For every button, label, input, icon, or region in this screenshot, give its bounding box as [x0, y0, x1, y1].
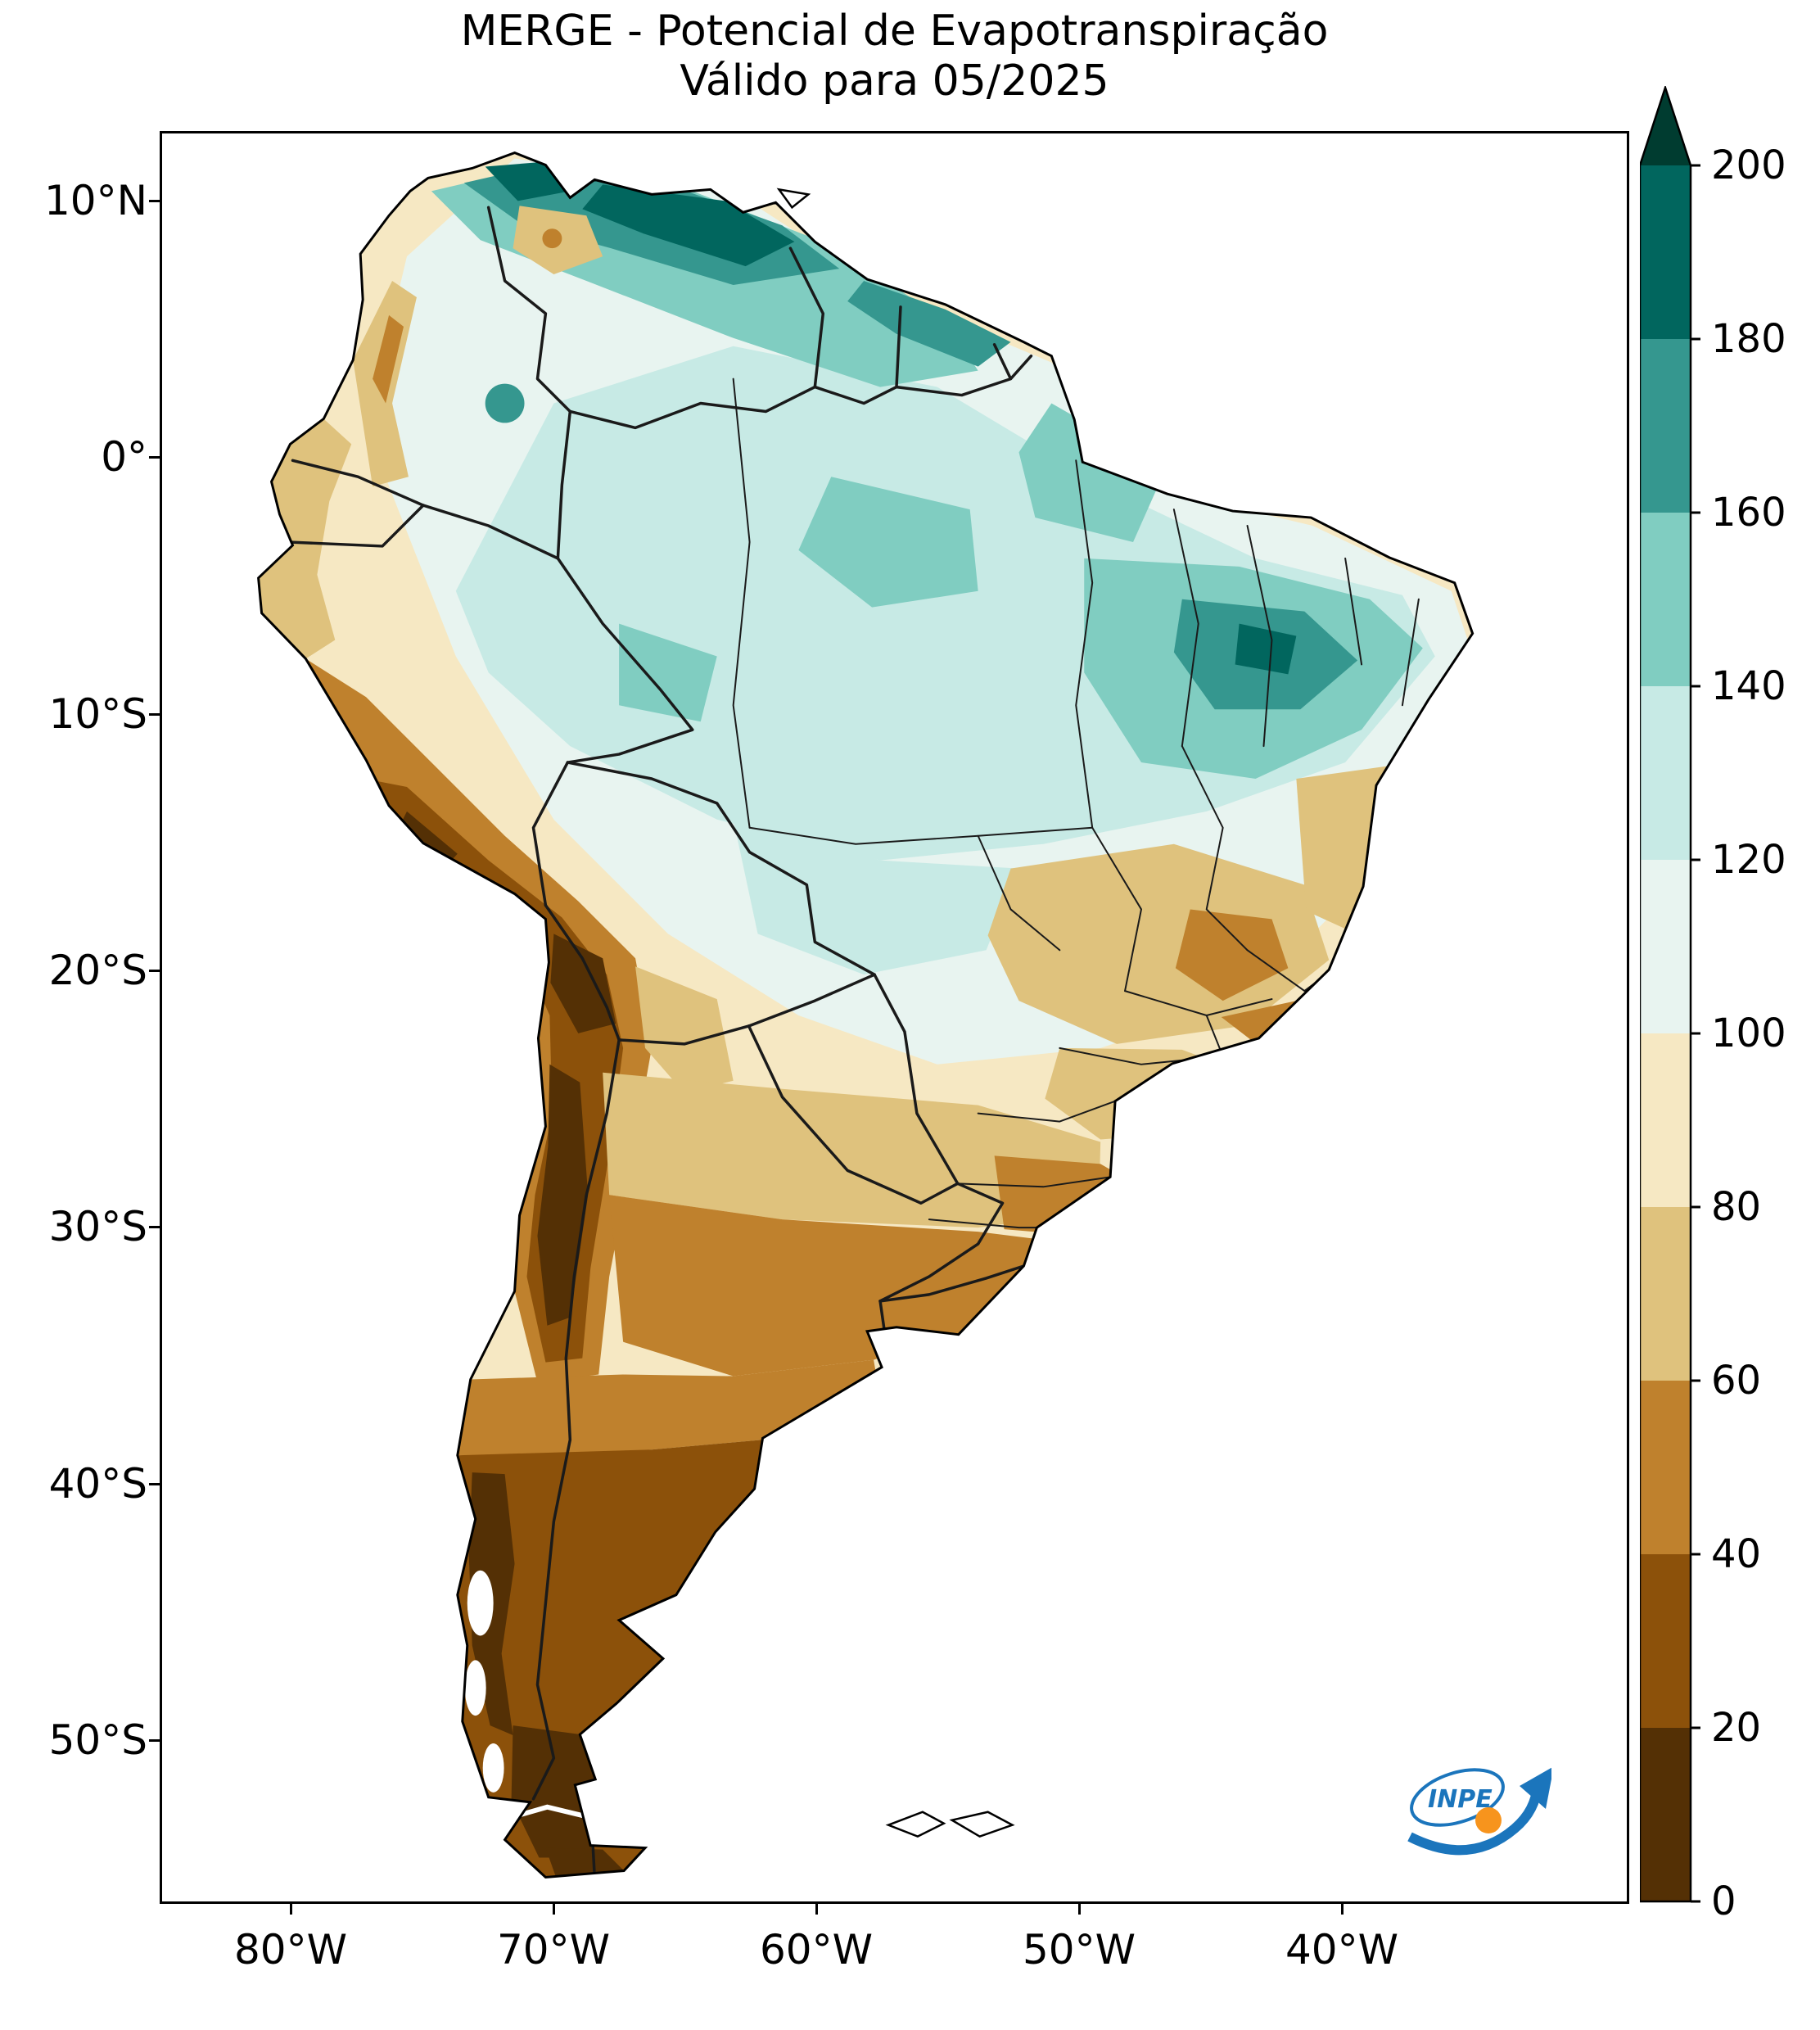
- choropleth-region: [373, 314, 404, 404]
- colorbar-segment: [1640, 339, 1691, 513]
- colorbar-tick-label: 0: [1711, 1879, 1736, 1924]
- colorbar-tick-label: 20: [1711, 1705, 1762, 1751]
- choropleth-region: [545, 1847, 625, 1876]
- island-outline: [885, 1811, 946, 1838]
- lat-tick-mark: [149, 1483, 160, 1485]
- choropleth-region: [542, 228, 562, 249]
- colorbar-tick-label: 140: [1711, 663, 1786, 709]
- colorbar-segment: [1640, 513, 1691, 686]
- lat-tick-mark: [149, 970, 160, 972]
- lon-tick-mark: [1078, 1904, 1081, 1915]
- lat-tick-label: 10°S: [48, 690, 147, 738]
- colorbar-tick-label: 160: [1711, 490, 1786, 536]
- south-america-map: [257, 151, 1475, 1879]
- lon-tick-mark: [290, 1904, 292, 1915]
- choropleth-region: [582, 184, 795, 267]
- colorbar-tick-label: 40: [1711, 1531, 1762, 1577]
- lat-tick-mark: [149, 456, 160, 459]
- title-line1: MERGE - Potencial de Evapotranspiração: [460, 7, 1329, 56]
- choropleth-region: [485, 161, 571, 201]
- logo-text: INPE: [1428, 1785, 1493, 1814]
- inpe-logo: INPE: [1407, 1767, 1551, 1856]
- lon-tick-mark: [815, 1904, 818, 1915]
- choropleth-layers: [258, 152, 1473, 1878]
- colorbar-segment: [1640, 165, 1691, 339]
- colorbar-segment: [1640, 1033, 1691, 1207]
- logo-orange-dot: [1475, 1807, 1502, 1833]
- colorbar-segment: [1640, 1381, 1691, 1554]
- colorbar-tick-label: 80: [1711, 1184, 1762, 1230]
- colorbar-segment: [1640, 1554, 1691, 1728]
- colorbar-tick-label: 120: [1711, 837, 1786, 883]
- colorbar-tick-label: 100: [1711, 1010, 1786, 1056]
- choropleth-region: [485, 383, 525, 423]
- colorbar-segment: [1640, 860, 1691, 1033]
- choropleth-region: [798, 477, 978, 608]
- lat-tick-mark: [149, 1226, 160, 1228]
- lon-tick-label: 40°W: [1285, 1926, 1399, 1973]
- no-data-patch: [467, 1570, 494, 1636]
- lon-tick-mark: [1341, 1904, 1344, 1915]
- choropleth-region: [994, 1155, 1158, 1238]
- lat-tick-label: 0°: [101, 433, 147, 481]
- lon-tick-label: 60°W: [759, 1926, 874, 1973]
- island-outline: [776, 188, 811, 210]
- lon-tick-label: 80°W: [233, 1926, 348, 1973]
- colorbar-tick-label: 200: [1711, 142, 1786, 188]
- colorbar-outline: [1640, 86, 1692, 1903]
- colorbar: [1640, 86, 1700, 1903]
- colorbar-segment: [1640, 1207, 1691, 1381]
- country-borders: [287, 206, 1033, 1878]
- coastline: [257, 151, 1475, 1879]
- choropleth-region: [1175, 909, 1289, 1001]
- state-borders: [732, 378, 1420, 1229]
- no-data-patch: [464, 1660, 486, 1716]
- island-outline: [949, 1811, 1015, 1838]
- colorbar-segment: [1640, 686, 1691, 860]
- logo-swoosh-ellipse: [1410, 1768, 1505, 1827]
- colorbar-extend-arrow: [1640, 88, 1691, 165]
- choropleth-region: [1018, 403, 1166, 542]
- lat-tick-label: 40°S: [48, 1460, 147, 1508]
- lat-tick-mark: [149, 200, 160, 202]
- choropleth-region: [1235, 623, 1297, 675]
- figure-title: MERGE - Potencial de Evapotranspiração V…: [160, 7, 1629, 107]
- choropleth-region: [609, 1195, 1077, 1377]
- choropleth-region: [258, 418, 352, 659]
- lon-tick-label: 50°W: [1022, 1926, 1136, 1973]
- choropleth-region: [635, 966, 734, 1093]
- choropleth-region: [987, 843, 1330, 1044]
- lon-tick-label: 70°W: [496, 1926, 611, 1973]
- colorbar-ticks: [1691, 164, 1700, 1903]
- lat-tick-label: 30°S: [48, 1203, 147, 1250]
- colorbar-segment: [1640, 1728, 1691, 1901]
- lat-tick-label: 20°S: [48, 947, 147, 994]
- colorbar-tick-label: 60: [1711, 1358, 1762, 1404]
- no-data-patch: [482, 1743, 504, 1793]
- colorbar-tick-label: 180: [1711, 316, 1786, 362]
- choropleth-region: [847, 281, 1011, 367]
- map-frame: [160, 131, 1629, 1904]
- logo-arrow-curve: [1407, 1784, 1542, 1856]
- choropleth-region: [603, 1072, 1101, 1228]
- lat-tick-mark: [149, 713, 160, 716]
- lat-tick-mark: [149, 1739, 160, 1742]
- title-line2: Válido para 05/2025: [680, 57, 1109, 106]
- choropleth-region: [733, 819, 1019, 975]
- lat-tick-label: 10°N: [43, 177, 147, 224]
- lat-tick-label: 50°S: [48, 1716, 147, 1764]
- choropleth-region: [619, 623, 717, 722]
- logo-arrow-head: [1520, 1767, 1551, 1809]
- lon-tick-mark: [553, 1904, 555, 1915]
- choropleth-region: [550, 934, 616, 1033]
